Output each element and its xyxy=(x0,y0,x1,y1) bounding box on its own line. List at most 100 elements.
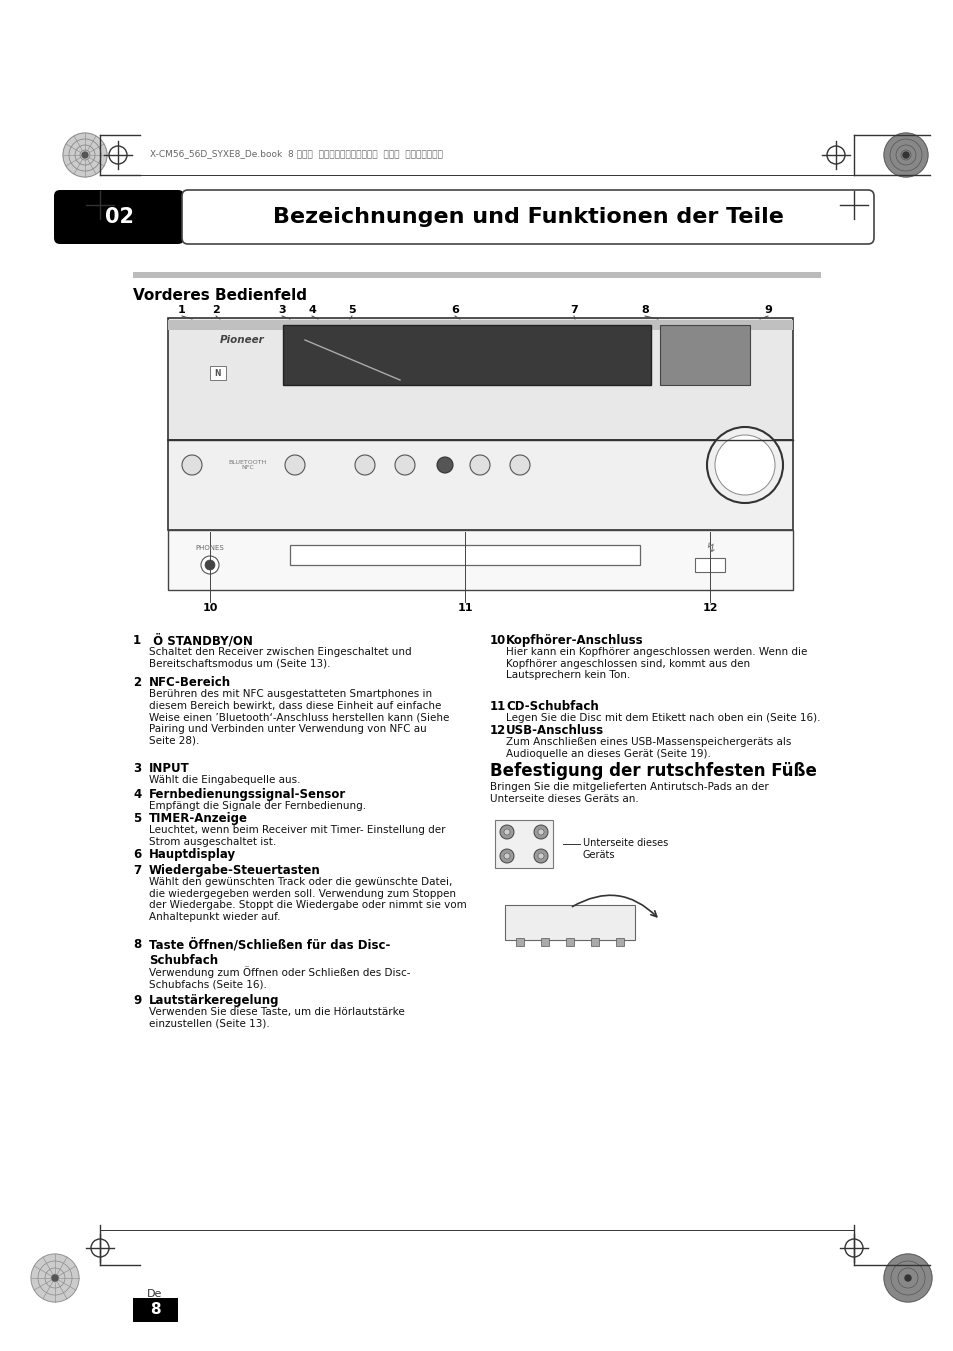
Text: 02: 02 xyxy=(105,207,133,227)
Text: 3: 3 xyxy=(132,762,141,775)
Circle shape xyxy=(537,852,543,859)
Circle shape xyxy=(499,825,514,839)
Text: PHONES: PHONES xyxy=(195,544,224,551)
Circle shape xyxy=(82,153,88,158)
Text: BLUETOOTH
NFC: BLUETOOTH NFC xyxy=(229,459,267,470)
Bar xyxy=(168,440,792,530)
Text: 8: 8 xyxy=(132,938,141,951)
Circle shape xyxy=(436,457,453,473)
Text: 7: 7 xyxy=(132,865,141,877)
Text: Kopfhörer-Anschluss: Kopfhörer-Anschluss xyxy=(505,634,643,647)
Circle shape xyxy=(883,1254,931,1302)
Text: Hauptdisplay: Hauptdisplay xyxy=(149,848,236,861)
Text: De: De xyxy=(147,1289,163,1300)
FancyBboxPatch shape xyxy=(182,190,873,245)
Text: Hier kann ein Kopfhörer angeschlossen werden. Wenn die
Kopfhörer angeschlossen s: Hier kann ein Kopfhörer angeschlossen we… xyxy=(505,647,806,680)
Text: Unterseite dieses
Geräts: Unterseite dieses Geräts xyxy=(582,838,667,859)
Text: 6: 6 xyxy=(451,305,458,315)
Circle shape xyxy=(205,561,214,570)
Text: 8: 8 xyxy=(640,305,648,315)
Text: 9: 9 xyxy=(132,994,141,1006)
Circle shape xyxy=(537,830,543,835)
Circle shape xyxy=(510,455,530,476)
Bar xyxy=(516,938,523,946)
Text: CD-Schubfach: CD-Schubfach xyxy=(505,700,598,713)
Text: 3: 3 xyxy=(278,305,286,315)
Circle shape xyxy=(355,455,375,476)
Text: Verwenden Sie diese Taste, um die Hörlautstärke
einzustellen (Seite 13).: Verwenden Sie diese Taste, um die Hörlau… xyxy=(149,1006,404,1028)
Bar xyxy=(540,938,548,946)
Circle shape xyxy=(534,848,547,863)
Text: 1: 1 xyxy=(178,305,186,315)
Bar xyxy=(132,272,821,278)
Bar xyxy=(283,326,650,385)
Text: 6: 6 xyxy=(132,848,141,861)
Text: Vorderes Bedienfeld: Vorderes Bedienfeld xyxy=(132,288,307,303)
Text: 2: 2 xyxy=(132,676,141,689)
Circle shape xyxy=(503,852,510,859)
Text: 11: 11 xyxy=(490,700,506,713)
Text: ↯: ↯ xyxy=(704,542,715,554)
Text: Wählt die Eingabequelle aus.: Wählt die Eingabequelle aus. xyxy=(149,775,300,785)
Circle shape xyxy=(902,153,908,158)
Text: 10: 10 xyxy=(490,634,506,647)
Text: TIMER-Anzeige: TIMER-Anzeige xyxy=(149,812,248,825)
Circle shape xyxy=(499,848,514,863)
Text: 2: 2 xyxy=(212,305,219,315)
Bar xyxy=(659,326,749,385)
Text: Leuchtet, wenn beim Receiver mit Timer- Einstellung der
Strom ausgeschaltet ist.: Leuchtet, wenn beim Receiver mit Timer- … xyxy=(149,825,445,847)
Bar xyxy=(695,558,724,571)
Text: 1: 1 xyxy=(132,634,141,647)
Text: USB-Anschluss: USB-Anschluss xyxy=(505,724,603,738)
Text: Lautstärkeregelung: Lautstärkeregelung xyxy=(149,994,279,1006)
Bar xyxy=(565,938,574,946)
Text: Berühren des mit NFC ausgestatteten Smartphones in
diesem Bereich bewirkt, dass : Berühren des mit NFC ausgestatteten Smar… xyxy=(149,689,449,746)
Circle shape xyxy=(706,427,782,503)
Text: 5: 5 xyxy=(348,305,355,315)
Text: Schaltet den Receiver zwischen Eingeschaltet und
Bereitschaftsmodus um (Seite 13: Schaltet den Receiver zwischen Eingescha… xyxy=(149,647,411,669)
Text: Zum Anschließen eines USB-Massenspeichergeräts als
Audioquelle an dieses Gerät (: Zum Anschließen eines USB-Massenspeicher… xyxy=(505,738,791,759)
Text: 11: 11 xyxy=(456,603,473,613)
Bar xyxy=(504,905,635,940)
Text: Pioneer: Pioneer xyxy=(220,335,265,345)
FancyBboxPatch shape xyxy=(54,190,184,245)
Bar xyxy=(590,938,598,946)
Text: 9: 9 xyxy=(763,305,771,315)
Text: Wiedergabe-Steuertasten: Wiedergabe-Steuertasten xyxy=(149,865,320,877)
Bar xyxy=(168,320,792,330)
Circle shape xyxy=(714,435,774,494)
Text: 5: 5 xyxy=(132,812,141,825)
Text: 4: 4 xyxy=(132,788,141,801)
Text: Fernbedienungssignal-Sensor: Fernbedienungssignal-Sensor xyxy=(149,788,346,801)
Text: Ö STANDBY/ON: Ö STANDBY/ON xyxy=(149,634,253,647)
Bar xyxy=(168,317,792,440)
Text: 8: 8 xyxy=(150,1302,160,1317)
Bar xyxy=(495,820,553,867)
Text: Empfängt die Signale der Fernbedienung.: Empfängt die Signale der Fernbedienung. xyxy=(149,801,366,811)
Text: INPUT: INPUT xyxy=(149,762,190,775)
Text: X-CM56_56D_SYXE8_De.book  8 ページ  ２０１６年１１月２５日  金曜日  午後４時５２分: X-CM56_56D_SYXE8_De.book 8 ページ ２０１６年１１月２… xyxy=(150,150,442,158)
Circle shape xyxy=(285,455,305,476)
Bar xyxy=(290,544,639,565)
Text: 7: 7 xyxy=(570,305,578,315)
Circle shape xyxy=(534,825,547,839)
Text: 12: 12 xyxy=(701,603,717,613)
Circle shape xyxy=(470,455,490,476)
Text: Bringen Sie die mitgelieferten Antirutsch-Pads an der
Unterseite dieses Geräts a: Bringen Sie die mitgelieferten Antirutsc… xyxy=(490,782,768,804)
Circle shape xyxy=(395,455,415,476)
Circle shape xyxy=(63,132,107,177)
Bar xyxy=(210,366,226,380)
Circle shape xyxy=(182,455,202,476)
Circle shape xyxy=(30,1254,79,1302)
Text: Wählt den gewünschten Track oder die gewünschte Datei,
die wiedergegeben werden : Wählt den gewünschten Track oder die gew… xyxy=(149,877,466,921)
Text: Verwendung zum Öffnen oder Schließen des Disc-
Schubfachs (Seite 16).: Verwendung zum Öffnen oder Schließen des… xyxy=(149,966,410,989)
Text: NFC-Bereich: NFC-Bereich xyxy=(149,676,231,689)
Text: Bezeichnungen und Funktionen der Teile: Bezeichnungen und Funktionen der Teile xyxy=(273,207,782,227)
Text: Taste Öffnen/Schließen für das Disc-
Schubfach: Taste Öffnen/Schließen für das Disc- Sch… xyxy=(149,938,390,966)
Bar xyxy=(168,530,792,590)
Circle shape xyxy=(904,1275,910,1281)
Bar xyxy=(132,1298,178,1323)
Circle shape xyxy=(201,557,219,574)
Circle shape xyxy=(503,830,510,835)
Text: 10: 10 xyxy=(202,603,217,613)
